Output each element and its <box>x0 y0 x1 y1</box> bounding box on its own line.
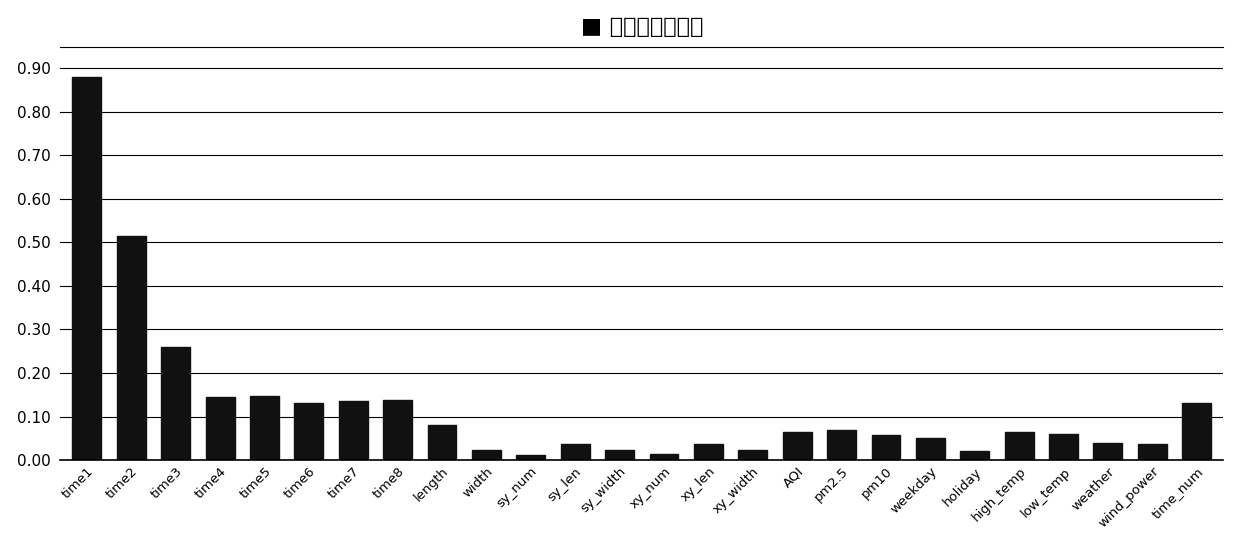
Bar <box>1049 434 1078 460</box>
Bar <box>294 404 324 460</box>
Bar <box>72 77 102 460</box>
Bar <box>206 397 234 460</box>
Bar <box>960 451 990 460</box>
Bar <box>560 444 590 460</box>
Bar <box>428 425 456 460</box>
Title: ■ 特征重要性度量: ■ 特征重要性度量 <box>580 16 703 37</box>
Bar <box>738 451 768 460</box>
Bar <box>872 435 900 460</box>
Bar <box>1138 444 1167 460</box>
Bar <box>339 401 368 460</box>
Bar <box>472 451 501 460</box>
Bar <box>1094 443 1122 460</box>
Bar <box>916 438 945 460</box>
Bar <box>782 432 812 460</box>
Bar <box>383 400 412 460</box>
Bar <box>117 236 146 460</box>
Bar <box>605 451 634 460</box>
Bar <box>650 453 678 460</box>
Bar <box>161 347 190 460</box>
Bar <box>1182 404 1211 460</box>
Bar <box>694 444 723 460</box>
Bar <box>250 395 279 460</box>
Bar <box>516 455 546 460</box>
Bar <box>827 430 856 460</box>
Bar <box>1004 432 1034 460</box>
